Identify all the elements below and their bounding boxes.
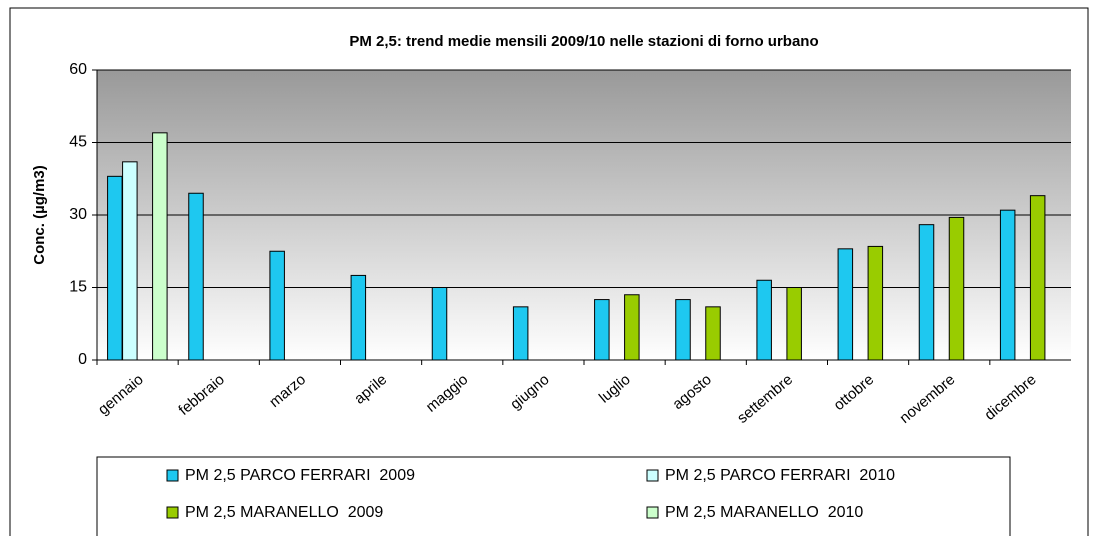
bar <box>122 161 138 361</box>
bar <box>948 216 965 361</box>
bar <box>999 209 1016 361</box>
bar <box>350 274 367 361</box>
legend-box <box>96 456 1011 536</box>
y-tick-label: 45 <box>69 134 87 151</box>
chart-title: PM 2,5: trend medie mensili 2009/10 nell… <box>349 33 818 50</box>
bar <box>675 299 691 361</box>
legend-label: PM 2,5 MARANELLO 2009 <box>185 504 383 521</box>
bar <box>594 299 610 361</box>
y-tick-label: 60 <box>69 61 87 78</box>
bar <box>107 175 123 361</box>
legend-label: PM 2,5 PARCO FERRARI 2010 <box>665 467 895 484</box>
bar <box>188 192 204 361</box>
y-tick-label: 30 <box>69 206 87 223</box>
bar <box>756 279 772 361</box>
legend-swatch <box>646 469 659 482</box>
bar <box>837 248 854 361</box>
y-axis-label: Conc. (µg/m3) <box>31 165 48 264</box>
y-tick-label: 0 <box>78 351 87 368</box>
legend-swatch <box>166 506 179 519</box>
legend-label: PM 2,5 MARANELLO 2010 <box>665 504 863 521</box>
bar <box>786 287 802 361</box>
legend-swatch <box>646 506 659 519</box>
bar <box>152 132 168 361</box>
bar <box>705 306 721 361</box>
bar <box>918 224 935 361</box>
legend-swatch <box>166 469 179 482</box>
bar <box>269 250 285 361</box>
y-tick-label: 15 <box>69 279 87 296</box>
bar <box>1029 195 1046 361</box>
bar <box>624 294 640 361</box>
legend-label: PM 2,5 PARCO FERRARI 2009 <box>185 467 415 484</box>
bar <box>431 287 448 361</box>
bar <box>512 306 529 361</box>
bar <box>867 245 884 361</box>
